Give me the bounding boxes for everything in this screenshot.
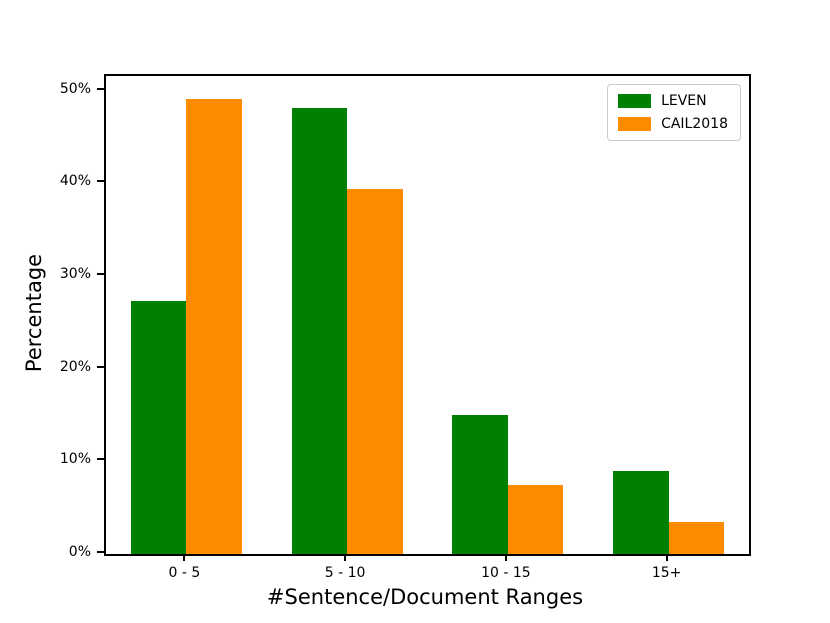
x-tick-mark [665,554,668,561]
legend: LEVEN CAIL2018 [607,84,741,141]
y-tick-mark [97,458,104,461]
y-tick-label: 10% [59,451,91,468]
bar-leven-1 [291,107,348,554]
y-tick-label: 20% [59,358,91,375]
legend-label: LEVEN [661,93,707,109]
bar-leven-0 [130,301,187,554]
x-tick-label: 5 - 10 [324,565,366,581]
bar-leven-2 [452,415,508,554]
y-tick-mark [97,273,104,276]
x-tick-mark [504,554,507,561]
bar-cail2018-1 [347,189,403,554]
legend-item-leven: LEVEN [618,94,728,108]
y-tick-mark [97,365,104,368]
y-tick-mark [97,180,104,183]
y-tick-label: 50% [59,80,91,97]
x-tick-mark [344,554,347,561]
x-tick-label: 10 - 15 [481,565,531,581]
y-tick-label: 30% [59,266,91,283]
y-tick-label: 40% [59,173,91,190]
y-tick-mark [97,87,104,90]
x-tick-label: 0 - 5 [168,565,201,581]
bar-cail2018-0 [186,99,242,554]
legend-label: CAIL2018 [661,116,728,132]
x-tick-label: 15+ [651,565,682,581]
legend-swatch-icon [618,117,652,131]
bar-cail2018-2 [507,484,564,554]
plot-area: LEVEN CAIL2018 [104,74,751,556]
bar-leven-3 [613,470,669,554]
legend-swatch-icon [618,94,652,108]
y-tick-mark [97,551,104,553]
bar-cail2018-3 [668,521,725,554]
y-tick-label: 0% [68,544,91,560]
x-axis-label: #Sentence/Document Ranges [266,585,584,609]
legend-item-cail2018: CAIL2018 [618,117,728,131]
x-tick-mark [183,554,186,561]
